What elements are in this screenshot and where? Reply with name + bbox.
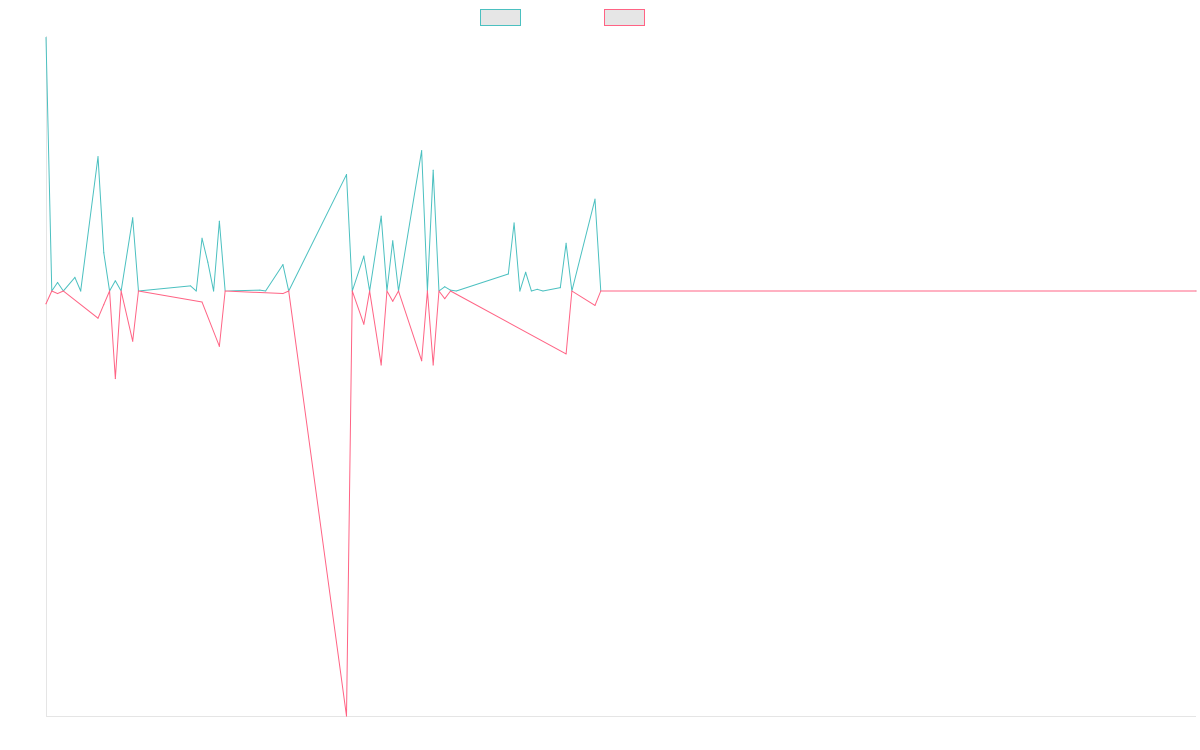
data-point-s2-2 <box>56 292 59 295</box>
data-point-s2-29 <box>449 290 452 292</box>
data-point-s1-41 <box>519 290 521 292</box>
series-line-2 <box>45 290 1196 717</box>
data-point-s1-43 <box>530 290 533 292</box>
data-point-s2-28 <box>444 298 446 300</box>
data-point-s2-26 <box>432 364 434 366</box>
data-point-s2-20 <box>380 364 382 366</box>
data-point-s1-34 <box>432 169 434 171</box>
data-point-s2-16 <box>345 715 348 717</box>
data-point-s1-20 <box>259 289 261 291</box>
data-point-s2-11 <box>201 301 203 303</box>
data-point-s2-4 <box>97 317 99 319</box>
data-point-s1-49 <box>594 198 596 200</box>
data-point-s1-5 <box>80 290 82 292</box>
data-point-s2-19 <box>369 290 371 292</box>
data-point-s2-32 <box>594 304 596 307</box>
data-point-s2-9 <box>132 340 134 342</box>
data-point-s1-47 <box>565 242 567 244</box>
data-point-s1-9 <box>114 280 116 282</box>
data-point-s1-28 <box>380 215 382 217</box>
data-point-s1-37 <box>449 289 452 291</box>
data-point-s1-46 <box>559 287 561 289</box>
data-point-s1-7 <box>103 252 105 254</box>
data-point-s1-30 <box>392 240 394 242</box>
data-point-s1-45 <box>542 290 544 292</box>
data-point-s2-30 <box>565 353 567 355</box>
data-point-s1-22 <box>282 264 284 266</box>
data-point-s1-6 <box>97 156 99 158</box>
data-point-s1-36 <box>444 286 446 288</box>
data-point-s2-13 <box>224 290 226 292</box>
legend <box>480 9 645 26</box>
data-point-s2-34 <box>1195 290 1197 292</box>
data-point-s1-0 <box>45 37 47 39</box>
data-point-s1-13 <box>189 285 192 287</box>
data-point-s2-1 <box>51 290 53 292</box>
data-point-s2-24 <box>421 360 423 362</box>
data-point-s2-0 <box>45 303 47 305</box>
data-point-s2-15 <box>288 290 290 292</box>
data-point-s2-14 <box>282 292 284 295</box>
data-point-s2-33 <box>600 290 602 292</box>
legend-swatch-series-1[interactable] <box>480 9 521 26</box>
data-point-s1-38 <box>455 290 457 292</box>
data-point-s1-11 <box>132 217 134 219</box>
data-point-s2-23 <box>397 290 400 292</box>
plot-area <box>45 37 1197 717</box>
data-point-s1-17 <box>212 290 215 292</box>
data-point-s2-7 <box>114 377 116 380</box>
data-point-s1-21 <box>265 290 267 292</box>
data-point-s2-12 <box>218 345 220 347</box>
data-point-s1-40 <box>513 222 515 224</box>
data-point-s2-3 <box>62 290 64 292</box>
data-point-s2-27 <box>438 290 440 292</box>
data-point-s2-25 <box>426 290 429 292</box>
data-point-s2-31 <box>571 290 573 292</box>
data-point-s2-10 <box>137 290 140 292</box>
data-point-s1-42 <box>525 271 527 273</box>
series-line-1 <box>45 37 1196 292</box>
data-point-s2-5 <box>103 304 105 306</box>
data-point-s1-4 <box>74 276 76 278</box>
data-point-s2-18 <box>363 323 365 325</box>
data-point-s2-22 <box>392 300 394 302</box>
data-point-s1-26 <box>363 255 365 257</box>
data-point-s2-8 <box>120 290 122 292</box>
data-point-s2-17 <box>351 290 353 292</box>
data-point-s1-2 <box>56 281 59 284</box>
legend-swatch-series-2[interactable] <box>604 9 645 26</box>
data-point-s2-21 <box>386 290 388 292</box>
data-point-s1-44 <box>536 288 538 290</box>
data-point-s1-39 <box>507 273 509 275</box>
data-point-s1-16 <box>207 261 209 263</box>
data-point-s1-15 <box>201 237 203 239</box>
data-point-s1-14 <box>195 290 197 292</box>
data-point-s1-32 <box>421 150 423 152</box>
data-point-s1-18 <box>218 220 220 222</box>
data-point-s2-6 <box>108 290 111 292</box>
data-point-s1-24 <box>345 173 348 176</box>
